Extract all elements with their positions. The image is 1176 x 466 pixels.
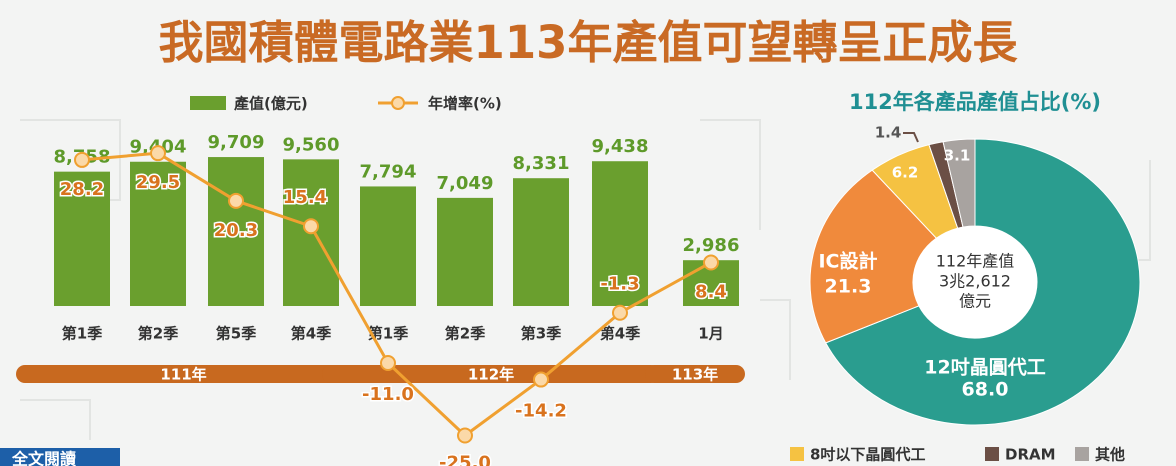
slice-value: 6.2 [892, 164, 919, 182]
pie-center [913, 226, 1037, 338]
bar-value-label: 7,049 [437, 173, 494, 194]
x-tick-label: 第5季 [216, 325, 256, 343]
pie-center-label: 億元 [959, 292, 991, 311]
slice-value: 3.1 [944, 147, 971, 165]
bar [360, 186, 416, 306]
legend-label: 8吋以下晶圓代工 [810, 446, 925, 464]
growth-value-label: 15.4 [283, 187, 327, 208]
growth-value-label: -25.0 [439, 453, 491, 466]
legend-swatch [985, 447, 999, 461]
bar-value-label: 9,709 [208, 132, 265, 153]
x-tick-label: 1月 [698, 325, 723, 343]
bar [54, 171, 110, 306]
circuit-decoration [20, 119, 1151, 440]
x-tick-label: 第2季 [138, 325, 178, 343]
legend-swatch [790, 447, 804, 461]
growth-marker [380, 354, 396, 371]
growth-value-label: -11.0 [362, 384, 414, 405]
x-tick-label: 第1季 [62, 325, 102, 343]
slice-value: 68.0 [962, 379, 1009, 401]
legend-label: 產值(億元) [233, 95, 308, 113]
pie-title: 112年各產品產值占比(%) [849, 90, 1101, 114]
read-more[interactable]: 全文閱讀 [11, 450, 76, 466]
legend-swatch [190, 96, 226, 110]
bar [437, 197, 493, 306]
pie-center-label: 3兆2,612 [939, 272, 1011, 291]
growth-value-label: 20.3 [214, 220, 258, 241]
bar [513, 178, 569, 306]
legend-swatch [1075, 447, 1089, 461]
slice-value: 1.4 [875, 124, 902, 142]
x-tick-label: 第3季 [521, 325, 561, 343]
slice-value: 21.3 [825, 276, 872, 298]
growth-marker [74, 151, 90, 168]
growth-marker [457, 427, 473, 444]
group-label: 112年 [468, 366, 514, 384]
slice-name: IC設計 [818, 250, 877, 273]
growth-value-label: 29.5 [136, 172, 180, 193]
growth-value-label: -14.2 [515, 401, 567, 422]
bar [208, 157, 264, 306]
main-title: 我國積體電路業113年產值可望轉呈正成長 [159, 16, 1019, 69]
leader-line [903, 132, 919, 143]
bar-value-label: 7,794 [360, 161, 417, 182]
growth-marker [150, 145, 166, 162]
growth-marker [303, 218, 319, 235]
bar-value-label: 2,986 [683, 235, 740, 256]
legend-label: 年增率(%) [428, 95, 502, 113]
group-label: 111年 [160, 366, 206, 384]
x-tick-label: 第4季 [291, 325, 331, 343]
growth-marker [533, 371, 549, 388]
growth-value-label: 28.2 [60, 179, 104, 200]
x-tick-label: 第4季 [600, 325, 640, 343]
bar-value-label: 9,560 [283, 134, 340, 155]
bar [130, 161, 186, 306]
growth-value-label: -1.3 [600, 274, 639, 295]
growth-value-label: 8.4 [695, 281, 727, 302]
bar [592, 161, 648, 306]
pie-center-label: 112年產值 [936, 252, 1015, 271]
slice-name: 12吋晶圓代工 [924, 357, 1045, 379]
group-pill [16, 365, 351, 383]
growth-marker [228, 192, 244, 209]
bar-value-label: 9,438 [592, 136, 649, 157]
x-tick-label: 第2季 [445, 325, 485, 343]
legend-label: DRAM [1005, 446, 1056, 464]
read-more-tab[interactable] [0, 448, 120, 466]
legend-marker [391, 96, 405, 110]
growth-marker [703, 254, 719, 271]
group-label: 113年 [672, 366, 718, 384]
growth-marker [612, 304, 628, 321]
bar-value-label: 8,331 [513, 153, 570, 174]
x-tick-label: 第1季 [368, 325, 408, 343]
group-pill [645, 365, 745, 383]
legend-label: 其他 [1095, 446, 1125, 464]
